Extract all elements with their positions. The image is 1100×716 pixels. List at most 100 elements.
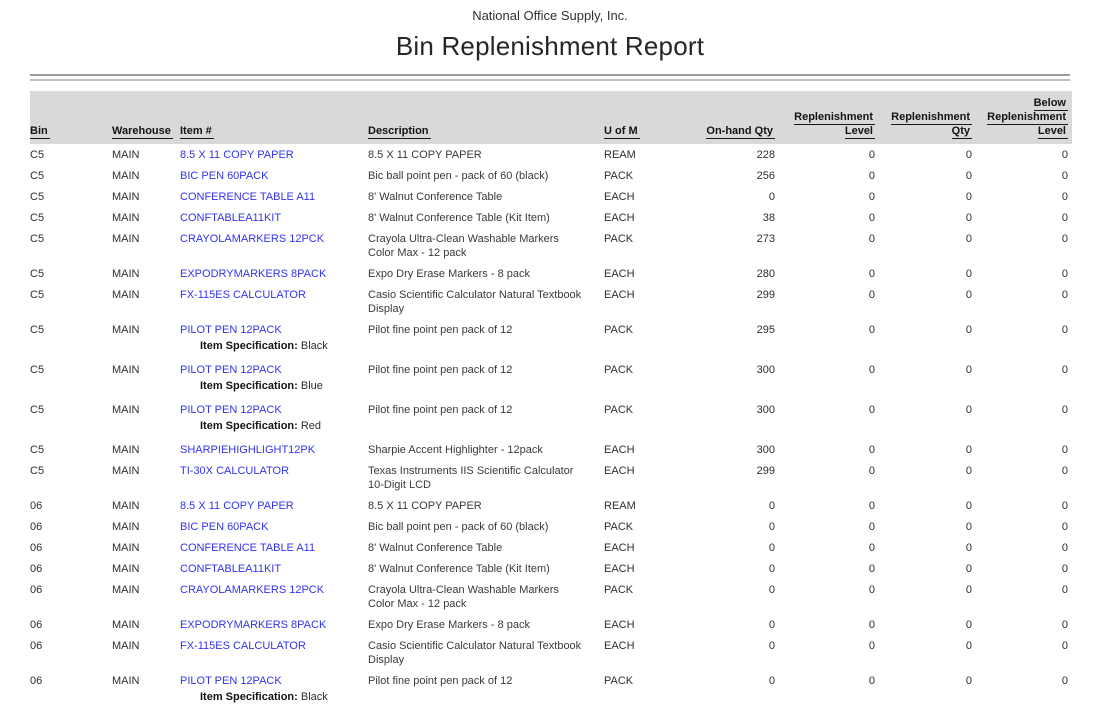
cell-bin: 06: [30, 675, 43, 687]
cell-replenishment-level: 0: [868, 444, 875, 456]
cell-replenishment-level: 0: [868, 170, 875, 182]
cell-onhand-qty: 0: [768, 191, 775, 203]
item-link[interactable]: BIC PEN 60PACK: [180, 170, 269, 182]
cell-bin: C5: [30, 233, 45, 245]
item-link[interactable]: PILOT PEN 12PACK: [180, 675, 282, 687]
cell-warehouse: MAIN: [112, 268, 140, 280]
cell-warehouse: MAIN: [112, 619, 140, 631]
cell-onhand-qty: 228: [756, 149, 775, 161]
cell-item: CONFTABLEA11KIT: [180, 207, 368, 228]
item-link[interactable]: CRAYOLAMARKERS 12PCK: [180, 584, 325, 596]
item-link[interactable]: BIC PEN 60PACK: [180, 521, 269, 533]
item-link[interactable]: FX-115ES CALCULATOR: [180, 289, 306, 301]
table-body: C5 MAIN 8.5 X 11 COPY PAPER 8.5 X 11 COPY P…: [30, 144, 1072, 710]
table-row: C5 MAIN CONFTABLEA11KIT 8' Walnut Conferenc…: [30, 207, 1072, 228]
cell-replenishment-qty: 0: [965, 640, 972, 652]
cell-below-replenishment-level: 0: [1061, 563, 1068, 575]
item-link[interactable]: FX-115ES CALCULATOR: [180, 640, 306, 652]
cell-replenishment-qty: 0: [965, 521, 972, 533]
item-link[interactable]: CONFTABLEA11KIT: [180, 563, 282, 575]
cell-warehouse: MAIN: [112, 584, 140, 596]
cell-replenishment-level: 0: [868, 289, 875, 301]
cell-uom: EACH: [604, 563, 635, 575]
cell-replenishment-level: 0: [868, 149, 875, 161]
item-specification-label: Item Specification:: [200, 420, 298, 432]
cell-replenishment-level: 0: [868, 212, 875, 224]
cell-uom: PACK: [604, 675, 634, 687]
cell-bin: C5: [30, 170, 45, 182]
cell-warehouse: MAIN: [112, 364, 140, 376]
table-row: C5 MAIN SHARPIEHIGHLIGHT12PK Sharpie Accent…: [30, 439, 1072, 460]
cell-replenishment-level: 0: [868, 233, 875, 245]
cell-bin: C5: [30, 191, 45, 203]
item-link[interactable]: CONFTABLEA11KIT: [180, 212, 282, 224]
table-row: C5 MAIN CRAYOLAMARKERS 12PCK Crayola Ultra-…: [30, 228, 1072, 263]
cell-replenishment-qty: 0: [965, 233, 972, 245]
cell-description: Bic ball point pen - pack of 60 (black): [368, 521, 549, 533]
item-link[interactable]: 8.5 X 11 COPY PAPER: [180, 500, 294, 512]
cell-replenishment-level: 0: [868, 500, 875, 512]
cell-replenishment-level: 0: [868, 563, 875, 575]
item-link[interactable]: PILOT PEN 12PACK: [180, 364, 282, 376]
cell-item: FX-115ES CALCULATOR: [180, 635, 368, 670]
cell-uom: PACK: [604, 364, 634, 376]
cell-item: FX-115ES CALCULATOR: [180, 284, 368, 319]
item-specification-value: Black: [300, 691, 328, 703]
item-link[interactable]: CONFERENCE TABLE A11: [180, 191, 316, 203]
cell-below-replenishment-level: 0: [1061, 233, 1068, 245]
item-link[interactable]: PILOT PEN 12PACK: [180, 324, 282, 336]
column-header-onhand: On-hand Qty: [680, 91, 775, 144]
cell-item: BIC PEN 60PACK: [180, 516, 368, 537]
cell-onhand-qty: 38: [762, 212, 775, 224]
item-link[interactable]: CONFERENCE TABLE A11: [180, 542, 316, 554]
cell-warehouse: MAIN: [112, 640, 140, 652]
cell-below-replenishment-level: 0: [1061, 500, 1068, 512]
cell-below-replenishment-level: 0: [1061, 324, 1068, 336]
cell-replenishment-level: 0: [868, 404, 875, 416]
company-name: National Office Supply, Inc.: [472, 8, 628, 23]
cell-description: 8' Walnut Conference Table (Kit Item): [368, 563, 550, 575]
item-link[interactable]: CRAYOLAMARKERS 12PCK: [180, 233, 325, 245]
cell-bin: C5: [30, 149, 45, 161]
cell-item: CRAYOLAMARKERS 12PCK: [180, 228, 368, 263]
item-specification-row: Item Specification: Blue: [30, 380, 1072, 399]
column-header-bin: Bin: [30, 91, 112, 144]
cell-uom: PACK: [604, 404, 634, 416]
cell-description: 8' Walnut Conference Table: [368, 191, 503, 203]
item-specification-row: Item Specification: Black: [30, 340, 1072, 359]
item-link[interactable]: EXPODRYMARKERS 8PACK: [180, 619, 327, 631]
cell-description: Pilot fine point pen pack of 12: [368, 324, 513, 336]
table-row: 06 MAIN CONFTABLEA11KIT 8' Walnut Conferenc…: [30, 558, 1072, 579]
page-title: Bin Replenishment Report: [395, 31, 705, 61]
cell-replenishment-qty: 0: [965, 444, 972, 456]
cell-item: TI-30X CALCULATOR: [180, 460, 368, 495]
cell-description: 8.5 X 11 COPY PAPER: [368, 500, 482, 512]
item-link[interactable]: TI-30X CALCULATOR: [180, 465, 290, 477]
cell-replenishment-level: 0: [868, 640, 875, 652]
cell-bin: C5: [30, 364, 45, 376]
cell-bin: C5: [30, 324, 45, 336]
spec-spacer: [30, 380, 180, 399]
cell-onhand-qty: 256: [756, 170, 775, 182]
cell-onhand-qty: 0: [768, 542, 775, 554]
item-link[interactable]: EXPODRYMARKERS 8PACK: [180, 268, 327, 280]
item-link[interactable]: 8.5 X 11 COPY PAPER: [180, 149, 294, 161]
cell-bin: 06: [30, 619, 43, 631]
cell-uom: EACH: [604, 289, 635, 301]
item-specification: Item Specification: Blue: [180, 380, 1072, 399]
cell-below-replenishment-level: 0: [1061, 521, 1068, 533]
item-link[interactable]: SHARPIEHIGHLIGHT12PK: [180, 444, 316, 456]
cell-onhand-qty: 299: [756, 289, 775, 301]
cell-replenishment-qty: 0: [965, 191, 972, 203]
column-header-label: Description: [368, 125, 431, 139]
cell-warehouse: MAIN: [112, 212, 140, 224]
cell-item: PILOT PEN 12PACK: [180, 359, 368, 380]
cell-replenishment-qty: 0: [965, 619, 972, 631]
table-row: C5 MAIN PILOT PEN 12PACK Pilot fine point p…: [30, 399, 1072, 420]
item-link[interactable]: PILOT PEN 12PACK: [180, 404, 282, 416]
cell-item: SHARPIEHIGHLIGHT12PK: [180, 439, 368, 460]
cell-onhand-qty: 0: [768, 500, 775, 512]
column-header-desc: Description: [368, 91, 604, 144]
column-header-item: Item #: [180, 91, 368, 144]
column-header-label: Qty: [951, 125, 972, 139]
